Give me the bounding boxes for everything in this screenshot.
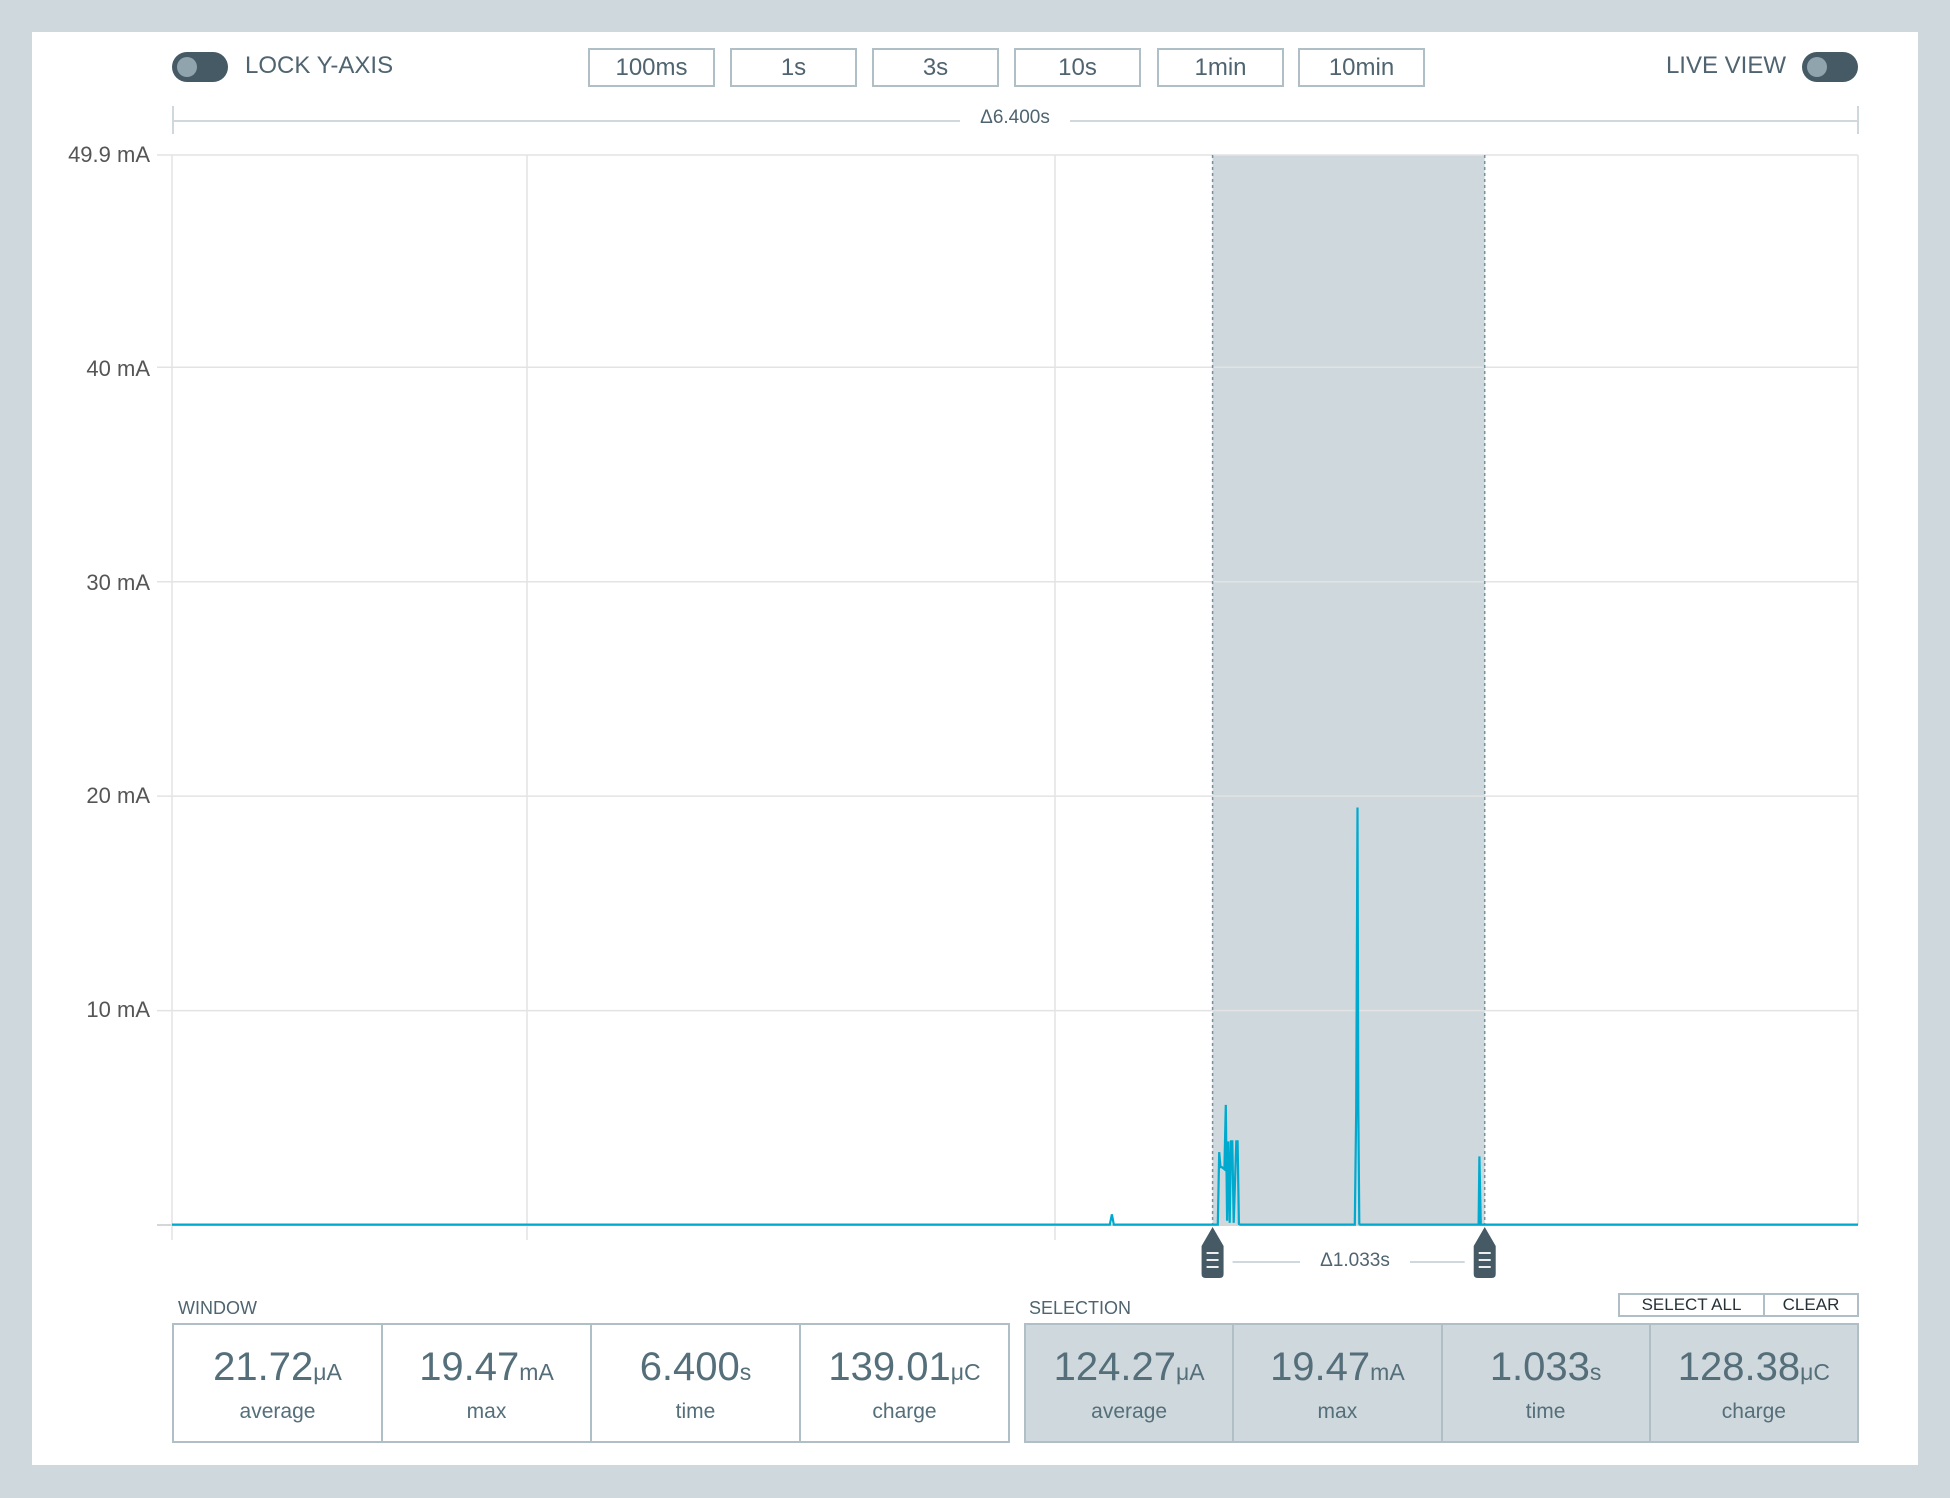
stat-label: average xyxy=(1091,1400,1168,1423)
stat-value: 19.47 xyxy=(1270,1345,1371,1389)
stat-label: max xyxy=(466,1400,507,1423)
selection-average: 124.27μA average xyxy=(1026,1325,1235,1441)
stat-unit: s xyxy=(739,1359,752,1385)
window-1min-button[interactable]: 1min xyxy=(1157,48,1284,87)
selection-section-title: SELECTION xyxy=(1029,1298,1132,1318)
window-3s-button[interactable]: 3s xyxy=(872,48,999,87)
window-span-label: Δ6.400s xyxy=(960,107,1070,129)
live-view-label: LIVE VIEW xyxy=(1665,52,1786,79)
y-tick-label: 10 mA xyxy=(86,997,150,1022)
stat-label: max xyxy=(1317,1400,1358,1423)
selection-end-handle[interactable] xyxy=(1473,1227,1496,1278)
y-tick-label: 40 mA xyxy=(86,356,150,381)
toggle-knob xyxy=(1807,57,1827,77)
stat-value: 139.01 xyxy=(828,1345,951,1389)
stat-value: 124.27 xyxy=(1053,1345,1176,1389)
stat-unit: μA xyxy=(313,1359,342,1385)
window-charge: 139.01μC charge xyxy=(801,1325,1008,1441)
lock-y-axis-label: LOCK Y-AXIS xyxy=(245,52,394,79)
stat-label: average xyxy=(239,1400,316,1423)
select-all-button[interactable]: SELECT ALL xyxy=(1618,1293,1765,1317)
window-10min-button[interactable]: 10min xyxy=(1298,48,1425,87)
live-view-toggle[interactable] xyxy=(1802,52,1858,82)
selection-start-handle[interactable] xyxy=(1201,1227,1224,1278)
clear-button[interactable]: CLEAR xyxy=(1763,1293,1859,1317)
y-tick-label: 49.9 mA xyxy=(68,142,150,167)
stat-value: 21.72 xyxy=(213,1345,314,1389)
stat-label: time xyxy=(675,1400,716,1423)
current-chart[interactable] xyxy=(0,0,1950,1300)
span-ruler-right-tick xyxy=(1857,106,1859,134)
stat-unit: μA xyxy=(1176,1359,1205,1385)
stat-unit: mA xyxy=(519,1359,554,1385)
selection-time: 1.033s time xyxy=(1442,1325,1651,1441)
toggle-knob xyxy=(177,57,197,77)
window-max: 19.47mA max xyxy=(383,1325,592,1441)
current-trace xyxy=(172,807,1858,1226)
stat-value: 19.47 xyxy=(419,1345,520,1389)
y-tick-label: 30 mA xyxy=(86,570,150,595)
selection-span-label: Δ1.033s xyxy=(1300,1250,1410,1272)
window-100ms-button[interactable]: 100ms xyxy=(588,48,715,87)
selection-charge: 128.38μC charge xyxy=(1650,1325,1857,1441)
stat-label: charge xyxy=(1721,1400,1786,1423)
selection-region xyxy=(1212,155,1485,1225)
stat-value: 128.38 xyxy=(1677,1345,1801,1389)
lock-y-axis-toggle[interactable] xyxy=(172,52,228,82)
stat-unit: mA xyxy=(1370,1359,1405,1385)
stat-unit: s xyxy=(1589,1359,1602,1385)
window-stats: 21.72μA average 19.47mA max 6.400s time 139… xyxy=(172,1323,1010,1443)
stat-label: charge xyxy=(872,1400,937,1423)
stat-unit: μC xyxy=(950,1359,981,1385)
stat-unit: μC xyxy=(1800,1359,1830,1385)
y-tick-label: 20 mA xyxy=(86,783,150,808)
window-10s-button[interactable]: 10s xyxy=(1014,48,1141,87)
stat-label: time xyxy=(1525,1400,1566,1423)
power-profiler-panel xyxy=(32,32,1918,1465)
selection-stats: 124.27μA average 19.47mA max 1.033s time 12… xyxy=(1024,1323,1859,1443)
selection-max: 19.47mA max xyxy=(1234,1325,1443,1441)
window-time: 6.400s time xyxy=(592,1325,801,1441)
window-1s-button[interactable]: 1s xyxy=(730,48,857,87)
stat-value: 6.400 xyxy=(639,1345,740,1389)
window-average: 21.72μA average xyxy=(174,1325,383,1441)
stat-value: 1.033 xyxy=(1489,1345,1590,1389)
window-section-title: WINDOW xyxy=(178,1298,257,1318)
